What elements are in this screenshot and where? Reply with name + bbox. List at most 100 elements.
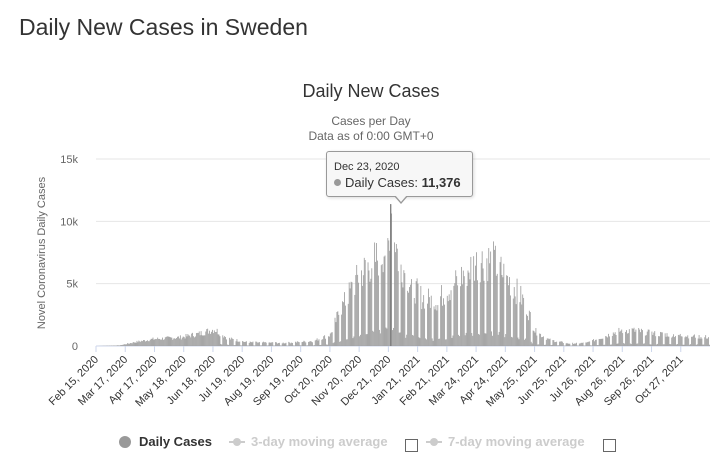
bar[interactable] — [676, 344, 677, 346]
bar[interactable] — [664, 333, 666, 346]
bar[interactable] — [154, 339, 156, 346]
bar[interactable] — [598, 338, 600, 346]
bar[interactable] — [265, 342, 267, 346]
bar[interactable] — [462, 270, 464, 346]
bar[interactable] — [376, 243, 377, 346]
bar[interactable] — [447, 301, 449, 346]
bar[interactable] — [576, 342, 577, 346]
bar[interactable] — [322, 339, 324, 346]
bar[interactable] — [252, 341, 254, 346]
bar[interactable] — [706, 338, 708, 346]
bar[interactable] — [610, 344, 612, 346]
bar[interactable] — [654, 331, 656, 346]
bar[interactable] — [123, 344, 125, 346]
bar[interactable] — [476, 252, 477, 346]
bar[interactable] — [270, 342, 272, 346]
bar[interactable] — [243, 341, 244, 346]
bar[interactable] — [554, 342, 556, 346]
bar[interactable] — [516, 278, 518, 346]
bar[interactable] — [607, 337, 608, 346]
bar[interactable] — [297, 341, 299, 346]
bar[interactable] — [550, 345, 552, 346]
bar[interactable] — [517, 337, 519, 346]
bar[interactable] — [170, 337, 172, 346]
bar[interactable] — [615, 334, 617, 346]
bar[interactable] — [259, 342, 260, 346]
bar[interactable] — [526, 314, 527, 346]
bar[interactable] — [402, 287, 404, 346]
bar[interactable] — [165, 336, 167, 346]
bar[interactable] — [239, 341, 241, 346]
bar[interactable] — [536, 335, 538, 346]
bar[interactable] — [220, 344, 222, 346]
bar[interactable] — [569, 343, 571, 346]
bar[interactable] — [370, 278, 372, 346]
bar[interactable] — [663, 344, 665, 346]
bar[interactable] — [666, 333, 668, 346]
bar[interactable] — [457, 285, 459, 346]
bar[interactable] — [705, 335, 707, 346]
bar[interactable] — [635, 329, 637, 346]
bar[interactable] — [207, 328, 209, 346]
bar[interactable] — [373, 331, 375, 346]
bar[interactable] — [330, 332, 332, 346]
bar[interactable] — [527, 320, 529, 346]
bar[interactable] — [691, 336, 692, 346]
bar[interactable] — [501, 275, 503, 346]
bar[interactable] — [690, 344, 691, 346]
bar[interactable] — [660, 332, 662, 346]
bar[interactable] — [619, 331, 621, 346]
bar[interactable] — [358, 282, 360, 346]
bar[interactable] — [169, 337, 171, 346]
bar[interactable] — [281, 343, 283, 346]
bar[interactable] — [674, 337, 675, 346]
bar[interactable] — [433, 306, 435, 346]
bar[interactable] — [324, 335, 326, 346]
bar[interactable] — [212, 329, 213, 346]
bar[interactable] — [560, 341, 562, 346]
bar[interactable] — [489, 263, 491, 346]
bar[interactable] — [235, 341, 237, 346]
bar[interactable] — [394, 252, 396, 346]
bar[interactable] — [538, 344, 540, 346]
bar[interactable] — [614, 332, 616, 346]
bar[interactable] — [461, 284, 463, 346]
bar[interactable] — [519, 302, 521, 346]
bar[interactable] — [164, 337, 166, 346]
bar[interactable] — [278, 342, 279, 346]
bar[interactable] — [166, 336, 168, 346]
bar[interactable] — [560, 341, 561, 346]
bar[interactable] — [621, 329, 623, 346]
bar[interactable] — [316, 338, 318, 346]
bar[interactable] — [618, 327, 620, 346]
bar[interactable] — [155, 338, 157, 346]
bar[interactable] — [311, 342, 313, 346]
bar[interactable] — [359, 336, 360, 346]
bar[interactable] — [224, 336, 226, 346]
bar[interactable] — [258, 342, 260, 346]
bar[interactable] — [181, 337, 183, 346]
bar[interactable] — [304, 341, 306, 346]
bar[interactable] — [223, 337, 225, 346]
bar[interactable] — [285, 342, 287, 346]
bar[interactable] — [660, 331, 661, 346]
bar[interactable] — [146, 340, 148, 346]
bar[interactable] — [331, 332, 333, 346]
bar[interactable] — [646, 331, 648, 346]
bar[interactable] — [553, 340, 555, 346]
bar[interactable] — [202, 335, 204, 346]
bar[interactable] — [575, 343, 576, 346]
bar[interactable] — [208, 333, 210, 346]
bar[interactable] — [609, 336, 610, 346]
bar[interactable] — [233, 345, 235, 346]
bar[interactable] — [340, 341, 342, 346]
bar[interactable] — [604, 344, 606, 346]
bar[interactable] — [147, 341, 149, 346]
bar[interactable] — [288, 341, 290, 346]
bar[interactable] — [210, 333, 211, 346]
bar[interactable] — [272, 342, 274, 346]
bar[interactable] — [214, 331, 216, 346]
bar[interactable] — [549, 338, 551, 346]
bar[interactable] — [353, 336, 355, 346]
bar[interactable] — [701, 338, 703, 346]
